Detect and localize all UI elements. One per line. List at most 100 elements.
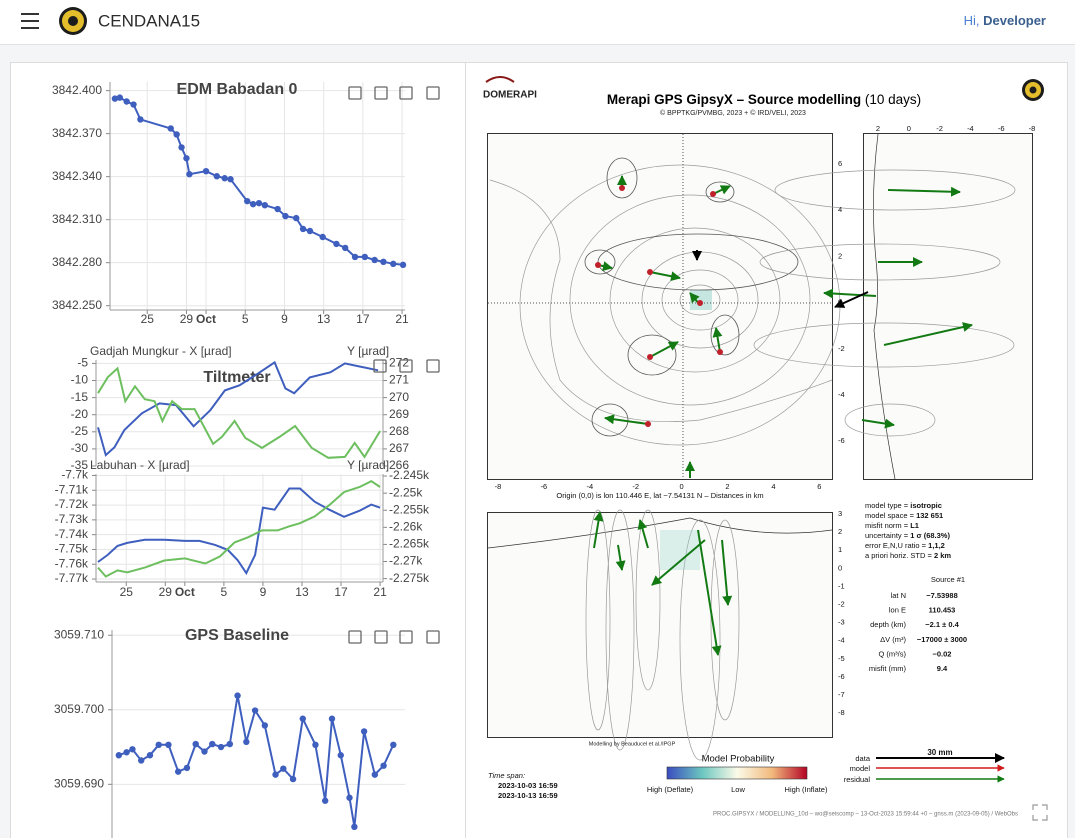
chart-tool-button[interactable] [426,359,440,373]
data-point [123,98,130,105]
map-x-tick: -8 [495,482,502,491]
data-point [399,261,407,269]
data-point [390,741,397,749]
map-y-tick: 4 [838,205,842,214]
depth-tick: 2 [838,527,842,536]
y-tick-label: -20 [71,407,89,421]
error-ellipses [584,157,799,437]
data-point [192,740,199,748]
data-point [186,171,193,178]
source-value: −7.53988 [926,591,958,600]
data-point [371,771,379,778]
chart-tool-button[interactable] [348,86,362,100]
parameter-value: 1,1,2 [928,541,945,550]
parameter-line: a priori horiz. STD = 2 km [865,551,951,560]
y-tick-label: -25 [71,424,89,438]
data-point [129,746,136,753]
data-point [146,752,154,759]
chart: -7.7k-7.71k-7.72k-7.73k-7.74k-7.75k-7.76… [55,458,430,599]
parameter-label: model type = [865,501,910,510]
data-point [280,765,287,772]
depth-tick: 1 [838,545,842,554]
tool-icon [426,86,440,100]
chart-tool-button[interactable] [374,630,388,644]
institution-logo [1022,79,1044,101]
depth-tick: -1 [838,581,845,590]
depth-arrows [593,511,733,656]
parameter-line: model type = isotropic [865,501,942,510]
depth-tick: 3 [838,509,842,518]
chart: 3059.710 3059.700 3059.690 GPS Baseline [54,627,405,838]
time-span-label: Time span: [488,771,525,780]
data-point [155,741,162,749]
chart-tool-button[interactable] [426,630,440,644]
data-point [115,752,123,759]
map-x-tick: -6 [541,482,548,491]
data-point [221,175,228,182]
map-y-tick: 0 [838,298,842,307]
y-tick-label: 3059.710 [54,627,104,641]
source-value: −0.02 [933,649,952,658]
data-point [306,227,314,235]
x-tick-label: 29 [180,312,194,326]
depth-tick: -8 [838,708,845,717]
parameter-line: model space = 132 651 [865,511,943,520]
y2-axis-label: Y [µrad] [347,344,389,358]
y-axis-label: Labuhan - X [µrad] [90,458,190,472]
depth-tick: 0 [838,563,842,572]
parameter-value: 2 km [934,551,951,560]
chart-tool-button[interactable] [373,359,387,373]
data-point [227,176,234,183]
data-point [261,201,269,209]
data-point [293,214,300,222]
parameter-label: uncertainty = [865,531,910,540]
depth-panel [487,512,833,738]
chart-title: EDM Babadan 0 [177,81,298,98]
chart-tool-button[interactable] [399,630,413,644]
y-axis-label: Gadjah Mungkur - X [µrad] [90,344,232,358]
data-point [137,116,144,123]
map-x-tick: 2 [725,482,729,491]
fullscreen-button[interactable] [1032,804,1048,821]
x-tick-label: 29 [159,585,173,599]
data-point [321,797,329,804]
data-point [351,253,359,261]
chart-tool-button[interactable] [348,630,362,644]
data-point [130,101,137,108]
app-name[interactable]: CENDANA15 [98,11,200,30]
parameter-label: a priori horiz. STD = [865,551,934,560]
map-y-tick: -4 [838,390,845,399]
side-x-tick: -8 [1029,124,1036,133]
tool-icon [348,86,362,100]
y2-tick-label: -2.245k [389,468,430,482]
data-line [97,480,381,578]
map-x-tick: 0 [680,482,684,491]
x-tick-label: 21 [373,585,387,599]
y-tick-label: -35 [71,458,89,472]
y2-tick-label: -2.275k [389,571,430,585]
y2-tick-label: -2.27k [389,554,423,568]
chart-tool-button[interactable] [374,86,388,100]
colorbar-label: High (Inflate) [785,785,828,794]
depth-tick: -3 [838,618,845,627]
y-tick-label: 3842.280 [52,255,102,269]
user-greeting[interactable]: Hi, Developer [964,13,1046,28]
y-tick-label: 3842.340 [52,169,102,183]
data-point [243,738,250,746]
map-x-tick: 4 [771,482,775,491]
data-point [116,94,124,101]
x-tick-label: 5 [242,312,249,326]
data-point [209,740,216,748]
chart-tool-button[interactable] [399,359,413,373]
menu-button[interactable] [21,13,39,29]
source-label: lat N [891,591,906,600]
data-point [167,125,174,132]
parameter-line: misfit norm = L1 [865,521,919,530]
y-tick-label: -10 [71,373,89,387]
chart-tool-button[interactable] [399,86,413,100]
data-point [289,775,297,783]
data-point [342,244,349,252]
chart-tool-button[interactable] [426,86,440,100]
app-logo[interactable] [59,7,87,35]
model-period: (10 days) [865,92,921,107]
